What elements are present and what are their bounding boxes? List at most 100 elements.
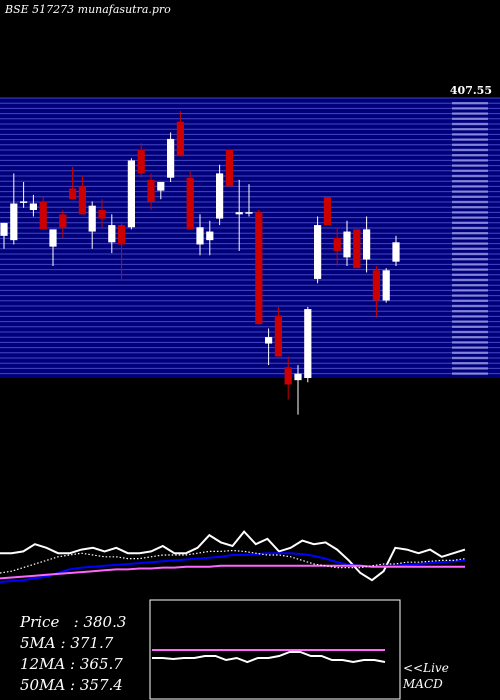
- price-tick-label: [452, 159, 488, 162]
- price-tick-label: [452, 284, 488, 287]
- candle-body: [39, 201, 47, 230]
- price-tick-label: [452, 341, 488, 344]
- indicator-line-2: [0, 564, 465, 580]
- price-tick-label: [452, 206, 488, 209]
- price-axis-labels: [452, 102, 488, 375]
- candle-body: [118, 225, 126, 245]
- price-tick-label: [452, 294, 488, 297]
- macd-line-1: [152, 651, 386, 664]
- candle-body: [255, 212, 263, 325]
- price-tick-label: [452, 252, 488, 256]
- price-tick-label: [452, 133, 488, 136]
- candle-body: [98, 210, 106, 219]
- indicator-line-3: [0, 549, 466, 574]
- price-tick-label: [452, 221, 488, 224]
- price-tick-label: [452, 346, 488, 349]
- candle-body: [0, 222, 8, 236]
- live-macd-link[interactable]: <<Live MACD: [403, 660, 449, 692]
- candle-body: [304, 309, 312, 378]
- candle-body: [372, 270, 380, 301]
- ma12-stat: 12MA : 365.7: [20, 655, 123, 673]
- candle-body: [245, 212, 253, 214]
- price-tick-label: [452, 180, 488, 183]
- candle-body: [167, 138, 175, 178]
- price-tick-label: [452, 362, 488, 365]
- price-tick-label: [452, 310, 488, 313]
- price-tick-label: [452, 117, 488, 120]
- candlestick-series: [0, 110, 400, 415]
- candle-body: [382, 270, 390, 301]
- candle-body: [176, 121, 184, 157]
- candle-body: [323, 197, 331, 226]
- ma5-stat: 5MA : 371.7: [20, 634, 114, 652]
- macd-label: MACD: [403, 677, 443, 691]
- chart-title: BSE 517273 munafasutra.pro: [5, 3, 171, 16]
- price-tick-label: [452, 216, 488, 219]
- price-tick-label: [452, 273, 488, 276]
- candle-body: [363, 229, 371, 260]
- candle-body: [392, 242, 400, 262]
- live-label: <<Live: [403, 661, 449, 675]
- price-tick-label: [452, 258, 488, 261]
- price-tick-label: [452, 102, 488, 105]
- candle-body: [69, 188, 77, 200]
- price-tick-label: [452, 299, 488, 302]
- price-tick-label: [452, 190, 488, 193]
- candle-body: [314, 225, 322, 279]
- price-tick-label: [452, 185, 488, 188]
- candle-body: [294, 373, 302, 381]
- price-tick-label: [452, 356, 488, 360]
- price-stat: Price : 380.3: [20, 613, 127, 631]
- price-tick-label: [452, 200, 488, 204]
- candle-body: [137, 149, 145, 174]
- candle-body: [343, 231, 351, 258]
- candle-body: [88, 205, 96, 232]
- price-tick-label: [452, 232, 488, 235]
- price-tick-label: [452, 164, 488, 167]
- candle-body: [235, 212, 243, 215]
- candle-body: [186, 177, 194, 230]
- candle-body: [147, 179, 155, 202]
- candle-body: [333, 238, 341, 251]
- price-tick-label: [452, 268, 488, 271]
- price-tick-label: [452, 148, 488, 152]
- candle-body: [274, 315, 282, 357]
- candle-body: [353, 229, 361, 269]
- candle-body: [225, 149, 233, 187]
- price-tick-label: [452, 315, 488, 318]
- price-tick-label: [452, 143, 488, 146]
- price-tick-label: [452, 320, 488, 323]
- candle-body: [284, 367, 292, 385]
- price-tick-label: [452, 372, 488, 375]
- candle-body: [216, 173, 224, 219]
- candle-body: [78, 186, 86, 215]
- ma50-stat: 50MA : 357.4: [20, 676, 123, 694]
- price-tick-label: [452, 112, 488, 115]
- candle-body: [157, 182, 165, 191]
- candle-body: [59, 214, 67, 228]
- price-tick-label: [452, 325, 488, 328]
- price-tick-label: [452, 138, 488, 141]
- price-tick-label: [452, 122, 488, 126]
- candle-body: [49, 229, 57, 247]
- candle-body: [265, 337, 273, 344]
- price-tick-label: [452, 211, 488, 214]
- price-tick-label: [452, 226, 488, 230]
- candle-body: [196, 227, 204, 245]
- price-tick-label: [452, 237, 488, 240]
- stats-box: Price : 380.3 5MA : 371.7 12MA : 365.7 5…: [20, 612, 126, 696]
- price-tick-label: [452, 242, 488, 245]
- price-tick-label: [452, 289, 488, 292]
- price-tick-label: [452, 195, 488, 198]
- last-price-label: 407.55: [449, 84, 492, 97]
- price-tick-label: [452, 336, 488, 339]
- price-tick-label: [452, 154, 488, 157]
- price-tick-label: [452, 247, 488, 250]
- indicator-panel: [0, 530, 466, 583]
- price-tick-label: [452, 330, 488, 334]
- candle-body: [10, 203, 18, 241]
- price-grid: [0, 97, 500, 378]
- price-tick-label: [452, 169, 488, 172]
- price-tick-label: [452, 174, 488, 178]
